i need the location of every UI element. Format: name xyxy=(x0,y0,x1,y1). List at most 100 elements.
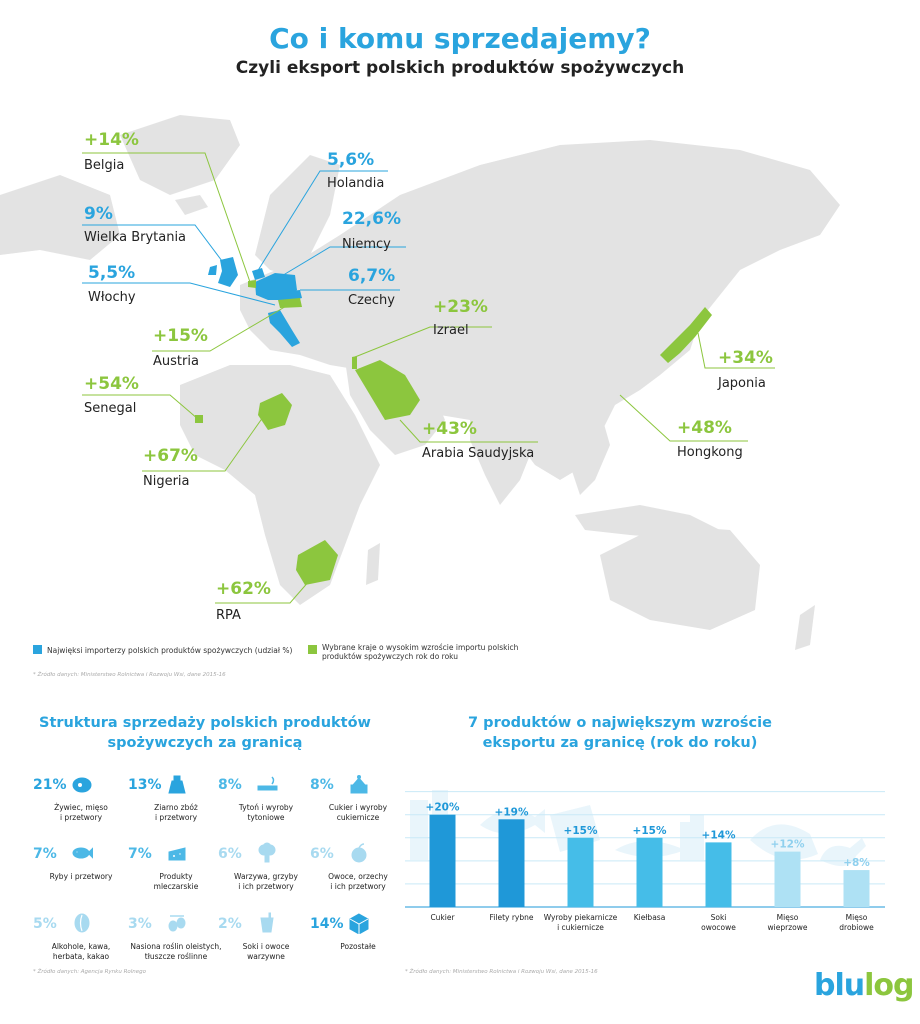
niemcy-value: 22,6% xyxy=(342,209,401,229)
structure-label: Cukier i wyroby cukiernicze xyxy=(328,803,388,822)
holandia-value: 5,6% xyxy=(327,150,375,170)
structure-pct: 14% xyxy=(310,916,344,932)
growth-chart-title-line2: eksportu za granicę (rok do roku) xyxy=(482,735,758,751)
structure-pct: 13% xyxy=(128,777,162,793)
structure-title-line2: spożywczych za granicą xyxy=(107,735,303,751)
structure-label: Ryby i przetwory xyxy=(49,872,113,881)
category-label: Mięso xyxy=(846,913,868,922)
structure-title: Struktura sprzedaży polskich produktów s… xyxy=(20,713,390,753)
legend-blue-swatch xyxy=(33,645,42,654)
bar-value-label: +12% xyxy=(771,839,805,851)
belgia-name: Belgia xyxy=(84,158,125,173)
structure-label: Nasiona roślin oleistych, tłuszcze roślin… xyxy=(130,942,222,961)
category-label: owocowe xyxy=(701,923,736,932)
legend-green-label-1: Wybrane kraje o wysokim wzroście importu… xyxy=(322,643,519,652)
izrael-name: Izrael xyxy=(433,323,469,338)
growth-source: * Źródło danych: Ministerstwo Rolnictwa … xyxy=(405,969,598,975)
bar xyxy=(429,814,456,907)
legend-blue-label: Najwięksi importerzy polskich produktów … xyxy=(47,646,293,655)
structure-pct: 3% xyxy=(128,916,152,932)
bar-value-label: +15% xyxy=(633,825,667,837)
structure-label: Soki i owoce warzywne xyxy=(242,942,290,961)
category-label: i cukiernicze xyxy=(557,923,604,932)
austria-shape xyxy=(278,298,302,308)
structure-pct: 2% xyxy=(218,916,242,932)
senegal-shape xyxy=(195,415,203,423)
rpa-value: +62% xyxy=(216,579,271,599)
structure-pct: 5% xyxy=(33,916,57,932)
juice-glass-icon xyxy=(260,912,274,933)
bar xyxy=(774,851,801,907)
product-silhouette-icon xyxy=(750,824,818,860)
niemcy-name: Niemcy xyxy=(342,237,391,252)
bar-value-label: +15% xyxy=(564,825,598,837)
blulog-logo: blulog xyxy=(814,968,915,1003)
czechy-name: Czechy xyxy=(348,293,395,308)
bar xyxy=(705,842,732,907)
structure-label: Produkty mleczarskie xyxy=(153,872,199,891)
italy-shape xyxy=(268,310,300,347)
holandia-name: Holandia xyxy=(327,176,385,191)
structure-pct: 8% xyxy=(310,777,334,793)
legend-green-swatch xyxy=(308,645,317,654)
apple-icon xyxy=(351,843,367,863)
structure-label: Tytoń i wyroby tytoniowe xyxy=(238,803,294,822)
wlochy-value: 5,5% xyxy=(88,263,136,283)
broccoli-icon xyxy=(258,842,276,863)
arabia-value: +43% xyxy=(422,419,477,439)
bar xyxy=(636,837,663,907)
structure-pct: 21% xyxy=(33,777,67,793)
steak-icon xyxy=(72,777,92,793)
box-icon xyxy=(349,913,369,934)
czechy-value: 6,7% xyxy=(348,266,396,286)
growth-chart-title-line1: 7 produktów o największym wzroście xyxy=(468,715,772,731)
structure-pct: 6% xyxy=(310,846,334,862)
bar-value-label: +8% xyxy=(843,857,870,869)
structure-pct: 7% xyxy=(128,846,152,862)
israel-shape xyxy=(352,356,357,369)
rpa-name: RPA xyxy=(216,608,241,623)
wlochy-name: Włochy xyxy=(88,290,136,305)
wielka-brytania-name: Wielka Brytania xyxy=(84,230,187,245)
category-label: drobiowe xyxy=(839,923,874,932)
grain-sack-icon xyxy=(168,775,186,794)
map-source: * Źródło danych: Ministerstwo Rolnictwa … xyxy=(33,672,226,678)
bar-value-label: +14% xyxy=(702,829,736,841)
growth-chart-title: 7 produktów o największym wzroście ekspo… xyxy=(405,713,835,753)
growth-bar-chart: +20% Cukier +19% Filety rybne +15% Wyroby pie… xyxy=(405,790,885,932)
category-label: Cukier xyxy=(430,913,455,922)
senegal-value: +54% xyxy=(84,374,139,394)
structure-pct: 8% xyxy=(218,777,242,793)
structure-label: Ziarno zbóż i przetwory xyxy=(154,803,198,822)
uk-shape xyxy=(218,257,238,287)
structure-label: Żywiec, mięso i przetwory xyxy=(54,803,108,822)
bar xyxy=(843,870,870,907)
structure-label: Pozostałe xyxy=(340,942,376,951)
olives-icon xyxy=(168,915,186,932)
category-label: Kiełbasa xyxy=(634,913,666,922)
cheese-icon xyxy=(168,847,186,861)
structure-pct: 6% xyxy=(218,846,242,862)
arabia-name: Arabia Saudyjska xyxy=(422,446,535,461)
structure-label: Alkohole, kawa, herbata, kakao xyxy=(51,942,111,961)
page-subtitle: Czyli eksport polskich produktów spożywc… xyxy=(235,58,685,78)
coffee-bean-icon xyxy=(74,913,90,933)
austria-value: +15% xyxy=(153,326,208,346)
bar xyxy=(498,819,525,907)
nigeria-shape xyxy=(258,393,292,430)
saudi-shape xyxy=(355,360,420,420)
nigeria-name: Nigeria xyxy=(143,474,190,489)
cake-icon xyxy=(350,775,368,794)
structure-pct: 7% xyxy=(33,846,57,862)
structure-title-line1: Struktura sprzedaży polskich produktów xyxy=(39,715,371,731)
japan-shape xyxy=(660,307,712,363)
structure-label: Warzywa, grzyby i ich przetwory xyxy=(234,872,298,891)
hongkong-value: +48% xyxy=(677,418,732,438)
japonia-name: Japonia xyxy=(718,376,766,391)
austria-name: Austria xyxy=(153,354,199,369)
cigarette-icon xyxy=(257,776,278,791)
page-title: Co i komu sprzedajemy? xyxy=(269,22,651,55)
fish-icon xyxy=(72,847,93,859)
nigeria-value: +67% xyxy=(143,446,198,466)
belgia-value: +14% xyxy=(84,130,139,150)
